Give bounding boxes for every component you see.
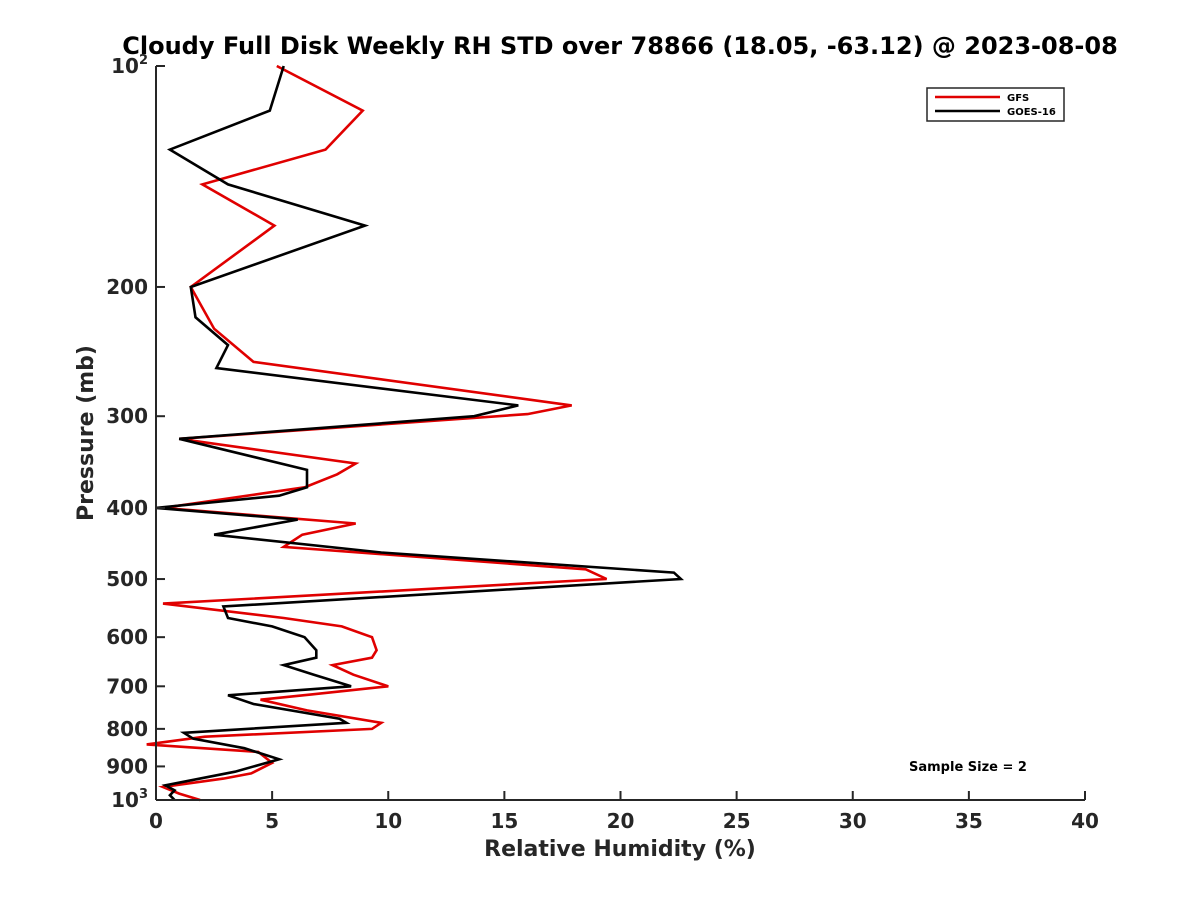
legend: GFS GOES-16: [926, 87, 1065, 122]
x-tick-label: 5: [265, 809, 279, 833]
x-tick-label: 15: [490, 809, 518, 833]
y-ticks: 102 200 300 400 500 600 700 800 900 103: [106, 53, 165, 812]
series-line-gfs: [146, 64, 608, 802]
x-tick-label: 30: [839, 809, 867, 833]
series-layer: [146, 64, 685, 802]
legend-label-gfs: GFS: [1007, 93, 1029, 104]
x-tick-label: 25: [723, 809, 751, 833]
x-tick-label: 40: [1071, 809, 1099, 833]
y-tick-label: 300: [106, 404, 148, 428]
y-tick-label: 200: [106, 275, 148, 299]
y-tick-label: 800: [106, 717, 148, 741]
x-axis-label: Relative Humidity (%): [484, 837, 756, 862]
chart-title: Cloudy Full Disk Weekly RH STD over 7886…: [122, 32, 1118, 60]
legend-label-goes16: GOES-16: [1007, 107, 1056, 118]
x-tick-label: 10: [374, 809, 402, 833]
x-ticks: 0 5 10 15 20 25 30 35 40: [149, 791, 1099, 833]
y-axis-label: Pressure (mb): [74, 345, 99, 521]
y-tick-label: 400: [106, 496, 148, 520]
x-tick-label: 35: [955, 809, 983, 833]
series-line-goes16: [155, 65, 685, 801]
y-tick-label: 500: [106, 567, 148, 591]
legend-box: [926, 87, 1065, 122]
sample-size-annotation: Sample Size = 2: [909, 760, 1027, 775]
y-tick-label: 900: [106, 754, 148, 778]
y-tick-label: 102: [111, 53, 148, 78]
x-tick-label: 20: [607, 809, 635, 833]
y-tick-label: 700: [106, 674, 148, 698]
y-tick-label: 600: [106, 625, 148, 649]
y-tick-label: 103: [111, 787, 148, 812]
x-tick-label: 0: [149, 809, 163, 833]
